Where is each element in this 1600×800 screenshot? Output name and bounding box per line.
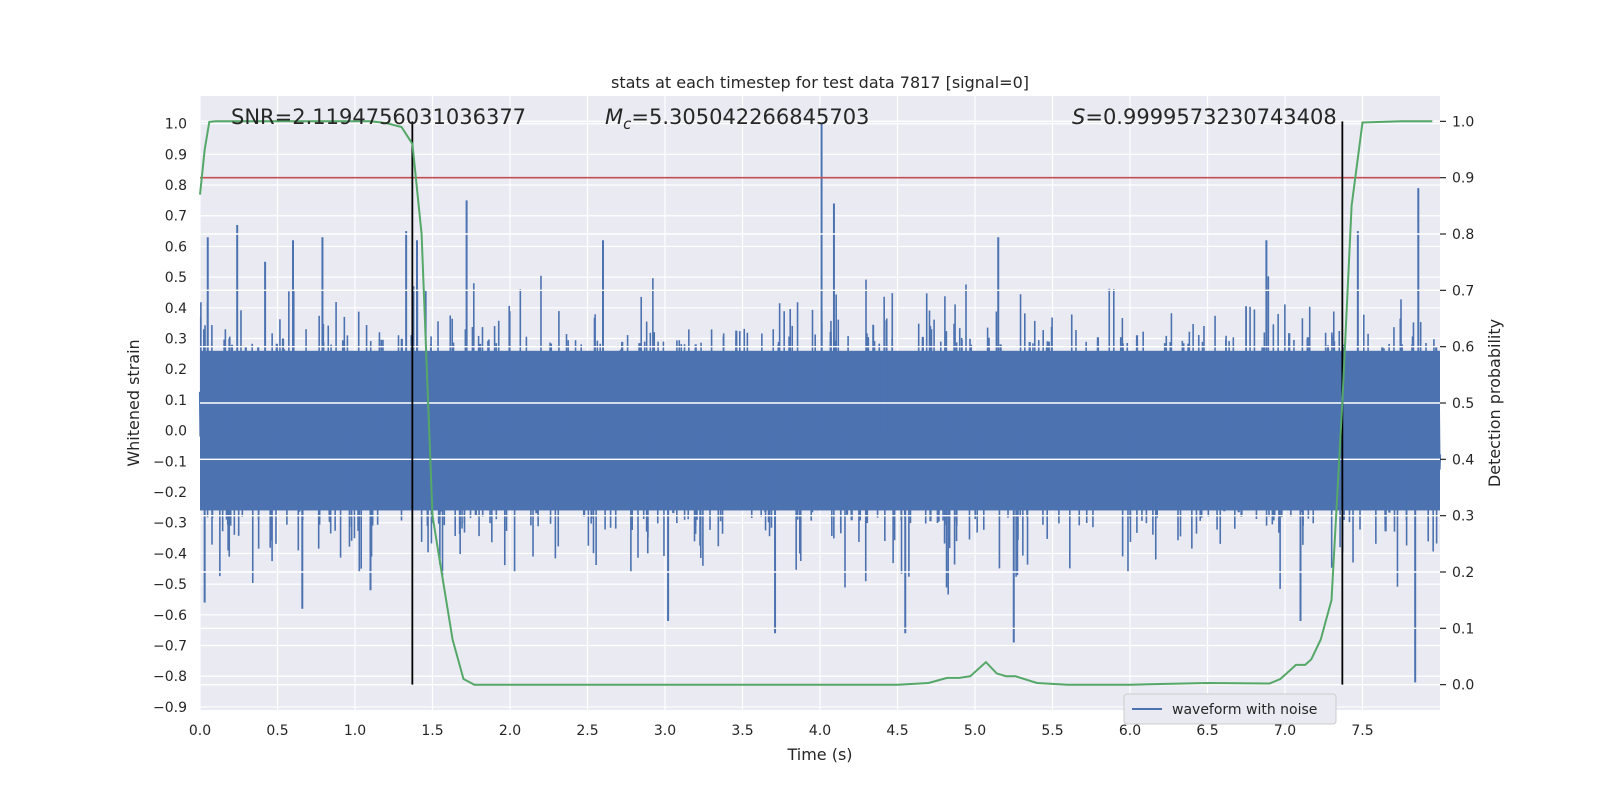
y-axis-right-ticks: 1.0 0.9 0.8 0.7 0.6 0.5 0.4 0.3 0.2 0.1 0.0	[1440, 114, 1474, 694]
y-tick-label: −0.7	[153, 639, 187, 655]
x-tick-label: 1.5	[421, 723, 443, 739]
x-tick-label: 7.5	[1351, 723, 1373, 739]
y-tick-label: −0.8	[153, 669, 187, 685]
y-right-tick-label: 0.7	[1452, 283, 1474, 299]
y-tick-label: 0.0	[165, 424, 187, 440]
y-right-tick-label: 0.2	[1452, 565, 1474, 581]
mc-annotation: Mc=5.305042266845703	[605, 105, 869, 133]
s-value: =0.9999573230743408	[1085, 105, 1336, 129]
probability-line	[199, 120, 1433, 686]
y-right-tick-label: 0.5	[1452, 396, 1474, 412]
x-tick-label: 0.0	[189, 723, 211, 739]
y-tick-label: −0.4	[153, 546, 187, 562]
x-tick-label: 4.5	[886, 723, 908, 739]
x-tick-label: 4.0	[809, 723, 831, 739]
legend: waveform with noise	[1123, 693, 1337, 725]
y-tick-label: 0.6	[165, 239, 187, 255]
y-tick-label: −0.6	[153, 608, 187, 624]
x-axis-ticks: 0.0 0.5 1.0 1.5 2.0 2.5 3.0 3.5 4.0 4.5 5.0 5.5 6.0 6…	[189, 723, 1374, 739]
y-right-tick-label: 0.0	[1452, 678, 1474, 694]
x-tick-label: 3.5	[731, 723, 753, 739]
y-axis-label-left: Whitened strain	[124, 339, 143, 466]
y-tick-label: 0.1	[165, 393, 187, 409]
x-tick-label: 3.0	[654, 723, 676, 739]
x-tick-label: 2.0	[499, 723, 521, 739]
s-symbol: S	[1072, 105, 1085, 129]
legend-label-waveform: waveform with noise	[1172, 702, 1317, 718]
y-axis-label-right: Detection probability	[1485, 319, 1504, 487]
legend-box	[1123, 693, 1337, 725]
y-tick-label: 0.2	[165, 362, 187, 378]
mc-symbol: M	[605, 105, 623, 129]
mc-subscript: c	[623, 115, 632, 133]
y-right-tick-label: 0.4	[1452, 452, 1474, 468]
x-axis-label: Time (s)	[786, 745, 852, 764]
x-tick-label: 6.0	[1119, 723, 1141, 739]
y-right-tick-label: 0.1	[1452, 621, 1474, 637]
y-tick-label: 1.0	[165, 117, 187, 133]
y-tick-label: 0.7	[165, 209, 187, 225]
y-right-tick-label: 0.3	[1452, 509, 1474, 525]
x-tick-label: 5.0	[964, 723, 986, 739]
s-annotation: S=0.9999573230743408	[1072, 105, 1337, 129]
y-tick-label: −0.9	[153, 700, 187, 716]
y-tick-label: −0.2	[153, 485, 187, 501]
y-tick-label: −0.1	[153, 454, 187, 470]
y-tick-label: −0.5	[153, 577, 187, 593]
mc-value: =5.305042266845703	[631, 105, 869, 129]
y-tick-label: 0.8	[165, 178, 187, 194]
y-tick-label: 0.9	[165, 147, 187, 163]
y-right-tick-label: 0.8	[1452, 227, 1474, 243]
chart-title: stats at each timestep for test data 781…	[611, 73, 1029, 92]
y-tick-label: 0.5	[165, 270, 187, 286]
snr-annotation: SNR=2.1194756031036377	[231, 105, 526, 129]
waveform-noise-series	[198, 123, 1442, 683]
y-right-tick-label: 0.9	[1452, 171, 1474, 187]
y-tick-label: 0.3	[165, 332, 187, 348]
x-tick-label: 1.0	[344, 723, 366, 739]
y-axis-left-ticks: 1.0 0.9 0.8 0.7 0.6 0.5 0.4 0.3 0.2 0.1 0.0 −0.1 −0.…	[153, 117, 187, 716]
x-tick-label: 5.5	[1041, 723, 1063, 739]
overlay-lines	[199, 120, 1440, 686]
y-tick-label: 0.4	[165, 301, 187, 317]
x-tick-label: 6.5	[1196, 723, 1218, 739]
y-right-tick-label: 1.0	[1452, 114, 1474, 130]
x-tick-label: 2.5	[576, 723, 598, 739]
x-tick-label: 0.5	[266, 723, 288, 739]
y-tick-label: −0.3	[153, 516, 187, 532]
y-right-tick-label: 0.6	[1452, 340, 1474, 356]
x-tick-label: 7.0	[1274, 723, 1296, 739]
